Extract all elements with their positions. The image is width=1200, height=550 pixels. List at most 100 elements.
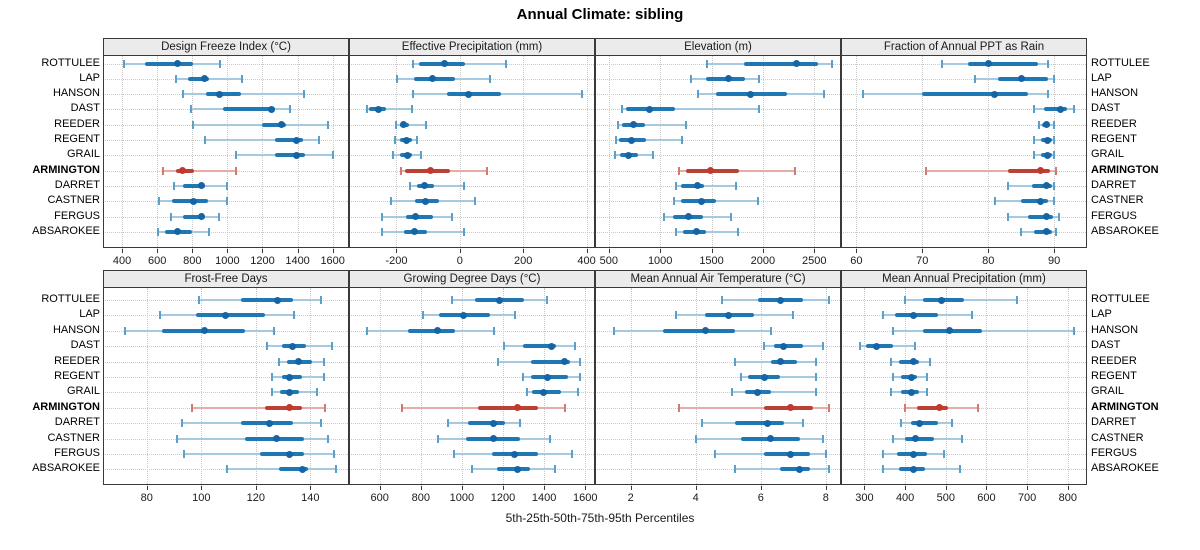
whisker-cap-low	[677, 166, 680, 175]
whisker-dast	[621, 108, 759, 111]
gridline-horizontal	[597, 155, 840, 157]
iqr-bar-rottulee	[144, 61, 194, 66]
median-dot-lap	[724, 311, 732, 319]
median-dot-darret	[763, 419, 771, 427]
gridline-horizontal	[843, 346, 1086, 348]
whisker-cap-high	[828, 403, 831, 412]
whisker-cap-low	[411, 59, 414, 68]
axis-tick-label: 1000	[647, 255, 673, 267]
whisker-cap-high	[570, 450, 573, 458]
median-dot-lap	[909, 311, 917, 319]
whisker-cap-low	[891, 373, 894, 381]
whisker-cap-high	[288, 105, 291, 114]
whisker-cap-low	[162, 166, 165, 175]
whisker-cap-low	[941, 59, 944, 68]
iqr-bar-hanson	[206, 92, 241, 97]
axis-tick	[630, 486, 632, 490]
axis-tick-label: 6	[757, 492, 764, 504]
gridline-vertical	[379, 288, 381, 486]
whisker-reeder	[193, 123, 329, 126]
gridline-horizontal	[843, 185, 1086, 187]
median-dot-regent	[293, 136, 301, 144]
axis-tick-label: 2000	[750, 255, 776, 267]
iqr-bar-fergus	[259, 452, 304, 456]
gridline-vertical	[864, 288, 866, 486]
whisker-cap-low	[159, 311, 162, 320]
whisker-cap-high	[793, 166, 796, 175]
iqr-bar-absarokee	[496, 467, 530, 472]
median-dot-armington	[179, 167, 187, 175]
axis-tick-label: 1600	[320, 255, 345, 267]
whisker-darret	[1008, 184, 1055, 187]
whisker-cap-low	[396, 74, 399, 83]
gridline-horizontal	[843, 78, 1086, 80]
axis-tick-label: 1000	[215, 255, 240, 267]
iqr-bar-dast	[222, 107, 275, 112]
whisker-cap-low	[203, 136, 206, 144]
iqr-bar-armington	[478, 405, 538, 410]
station-label-right-hanson: HANSON	[1091, 323, 1139, 336]
median-dot-hanson	[946, 327, 954, 335]
whisker-cap-high	[327, 120, 330, 129]
panel-fraction-of-annual-ppt-as-rain: Fraction of Annual PPT as Rain 60 70 80 90	[841, 38, 1087, 267]
axis-tick	[379, 486, 381, 490]
gridline-vertical	[122, 56, 124, 249]
axis-tick	[262, 249, 264, 253]
whisker-cap-low	[122, 59, 125, 68]
whisker-cap-low	[181, 90, 184, 99]
gridline-vertical	[192, 56, 194, 249]
whisker-cap-high	[757, 74, 760, 83]
axis-tick	[523, 249, 525, 253]
whisker-cap-low	[265, 342, 268, 351]
axis-tick-label: 1600	[572, 492, 598, 504]
whisker-cap-high	[573, 342, 576, 351]
whisker-cap-high	[486, 166, 489, 175]
station-label-left-armington: ARMINGTON	[32, 400, 100, 413]
gridline-vertical	[310, 288, 312, 486]
iqr-bar-fergus	[182, 214, 205, 219]
whisker-cap-high	[822, 90, 825, 99]
gridline-vertical	[201, 288, 203, 486]
whisker-cap-high	[821, 434, 824, 443]
median-dot-regent	[627, 136, 635, 144]
axis-tick	[922, 249, 924, 253]
whisker-hanson	[182, 93, 304, 96]
whisker-cap-low	[235, 151, 238, 160]
median-dot-reeder	[1042, 121, 1050, 129]
gridline-vertical	[905, 288, 907, 486]
whisker-cap-high	[320, 296, 323, 304]
station-label-left-absarokee: ABSAROKEE	[32, 462, 100, 475]
whisker-cap-high	[217, 212, 220, 221]
whisker-cap-low	[678, 403, 681, 412]
iqr-bar-darret	[734, 421, 784, 426]
median-dot-armington	[286, 404, 294, 412]
median-dot-reeder	[561, 358, 569, 366]
iqr-bar-darret	[1032, 183, 1053, 188]
median-dot-castner	[698, 197, 706, 205]
whisker-cap-high	[416, 136, 419, 144]
whisker-cap-low	[889, 357, 892, 366]
whisker-cap-low	[904, 403, 907, 412]
gridline-vertical	[503, 288, 505, 486]
whisker-cap-high	[1053, 197, 1056, 206]
gridline-horizontal	[351, 185, 594, 187]
station-label-left-hanson: HANSON	[52, 323, 100, 336]
whisker-cap-low	[714, 450, 717, 458]
iqr-bar-hanson	[446, 92, 501, 97]
median-dot-grail	[754, 388, 762, 396]
median-dot-lap	[429, 75, 437, 83]
station-label-right-castner: CASTNER	[1091, 431, 1144, 444]
whisker-cap-low	[889, 388, 892, 397]
whisker-cap-low	[271, 373, 274, 381]
median-dot-absarokee	[410, 228, 418, 236]
station-label-right-reeder: REEDER	[1091, 117, 1137, 130]
whisker-cap-high	[504, 59, 507, 68]
gridline-vertical	[630, 288, 632, 486]
axis-tick	[503, 486, 505, 490]
gridline-horizontal	[597, 140, 840, 141]
axis-tick	[988, 249, 990, 253]
whisker-regent	[204, 139, 319, 141]
station-label-right-fergus: FERGUS	[1091, 209, 1137, 222]
whisker-cap-low	[192, 120, 195, 129]
whisker-cap-high	[425, 120, 428, 129]
